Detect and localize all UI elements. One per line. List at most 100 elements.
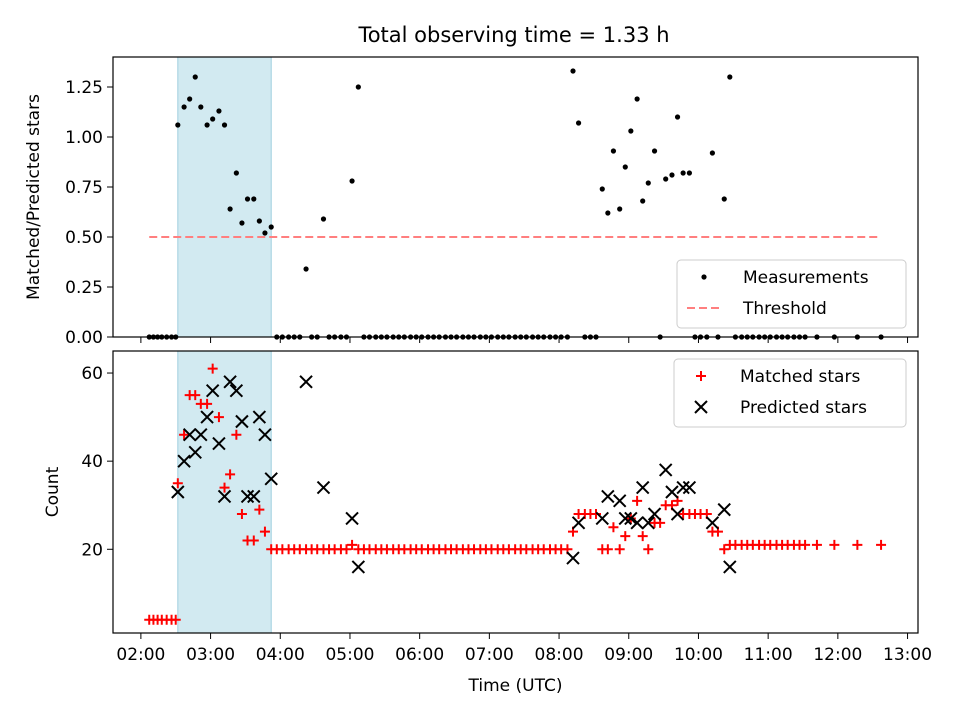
y-axis-label: Count (43, 466, 63, 517)
measurements-point (349, 178, 355, 184)
measurements-point (204, 122, 210, 128)
predicted-stars-point (717, 502, 731, 517)
predicted-stars-point (670, 507, 685, 521)
measurements-point (181, 104, 187, 110)
predicted-stars-point (258, 428, 272, 442)
measurements-point (355, 84, 361, 90)
x-tick-label: 09:00 (604, 645, 653, 665)
matched-stars-point (347, 539, 358, 550)
measurements-point (175, 122, 181, 128)
x-tick-label: 07:00 (465, 645, 514, 665)
legend-box (676, 259, 907, 329)
predicted-stars-point (171, 485, 185, 499)
matched-stars-point (231, 429, 242, 440)
measurements-point (663, 176, 669, 182)
predicted-stars-point (188, 445, 202, 460)
predicted-stars-point (601, 489, 615, 504)
predicted-stars-point (676, 480, 690, 495)
matched-stars-point (800, 539, 811, 550)
matched-stars-point (202, 398, 213, 409)
matched-stars-point (829, 539, 840, 550)
matched-stars-point (620, 531, 631, 542)
predicted-stars-point (177, 454, 191, 468)
predicted-stars-point (624, 511, 638, 526)
measurements-point (645, 180, 651, 186)
predicted-stars-point (647, 507, 662, 521)
predicted-stars-point (705, 516, 720, 530)
measurements-point (669, 172, 675, 178)
predicted-stars-point (240, 489, 255, 504)
measurements-point (268, 224, 274, 230)
measurements-point (570, 68, 576, 74)
measurements-point (622, 164, 628, 170)
y-tick-label: 1.25 (65, 78, 103, 98)
measurements-point (198, 104, 204, 110)
predicted-stars-point (566, 551, 580, 565)
predicted-stars-point (571, 516, 586, 530)
predicted-stars-point (630, 516, 644, 530)
matched-stars-point (259, 526, 270, 537)
bottom-panel-counts: 20 40 60 02:00 03:00 04:00 05:00 06:00 07:00 08:0… (43, 350, 932, 696)
measurements-point (244, 196, 251, 202)
predicted-stars-point (212, 436, 226, 451)
predicted-stars-point (665, 485, 679, 499)
x-tick-label: 06:00 (395, 645, 444, 665)
matched-stars-point (248, 535, 259, 546)
predicted-stars-point (345, 511, 359, 526)
matched-stars-point (876, 539, 887, 550)
matched-stars-point (190, 390, 201, 401)
predicted-stars-point (682, 480, 697, 495)
legend-label-predicted-stars: Predicted stars (740, 398, 867, 418)
measurements-point (192, 74, 198, 80)
measurements-point (251, 196, 257, 202)
matched-stars-point (225, 469, 236, 480)
predicted-stars-point (217, 489, 232, 504)
matched-stars-point (591, 509, 601, 520)
measurements-point (651, 148, 658, 154)
measurements-point (599, 186, 605, 192)
measurements-point (709, 150, 715, 156)
matched-stars-point (608, 522, 619, 533)
x-tick-label: 13:00 (883, 645, 932, 665)
matched-stars-point (614, 544, 625, 555)
measurements-point (617, 206, 623, 212)
matched-stars-point (632, 495, 643, 506)
predicted-stars-point (223, 375, 237, 389)
measurements-point (610, 148, 617, 154)
matched-stars-point (719, 544, 730, 555)
measurements-point (575, 120, 582, 126)
highlight-span (177, 56, 272, 338)
measurements-point (256, 218, 262, 224)
measurements-point (686, 170, 692, 176)
predicted-stars-point (247, 489, 261, 504)
figure-title: Total observing time = 1.33 h (357, 23, 669, 47)
matched-stars-point (341, 544, 352, 555)
top-panel-ratio: 0.00 0.25 0.50 0.75 1.00 1.25 Matched/Predicte… (24, 56, 919, 348)
matched-stars-point (170, 614, 181, 625)
predicted-stars-point (299, 375, 313, 389)
predicted-stars-point (658, 463, 673, 477)
measurements-point (221, 122, 228, 128)
legend-swatch-matched-stars (696, 371, 706, 381)
y-tick-label: 1.00 (65, 128, 103, 148)
legend: Measurements Threshold (676, 259, 907, 329)
measurements-point (680, 170, 686, 176)
measurements-point (262, 230, 268, 236)
matched-stars-point (172, 478, 183, 489)
predicted-stars-point (641, 516, 655, 530)
matched-stars-point (852, 539, 863, 550)
predicted-stars-point (723, 560, 737, 574)
legend-box (673, 358, 907, 428)
measurements-point (674, 114, 681, 120)
measurements-point (320, 216, 327, 222)
matched-stars-point (811, 539, 822, 550)
y-tick-label: 20 (81, 540, 103, 560)
x-tick-label: 10:00 (674, 645, 723, 665)
measurements-point (303, 266, 309, 272)
y-tick-label: 60 (81, 364, 103, 384)
predicted-stars-point (182, 428, 197, 442)
y-tick-label: 0.25 (65, 278, 103, 298)
x-tick-label: 03:00 (186, 645, 235, 665)
predicted-stars-point (612, 494, 627, 508)
predicted-stars-point (351, 560, 366, 574)
